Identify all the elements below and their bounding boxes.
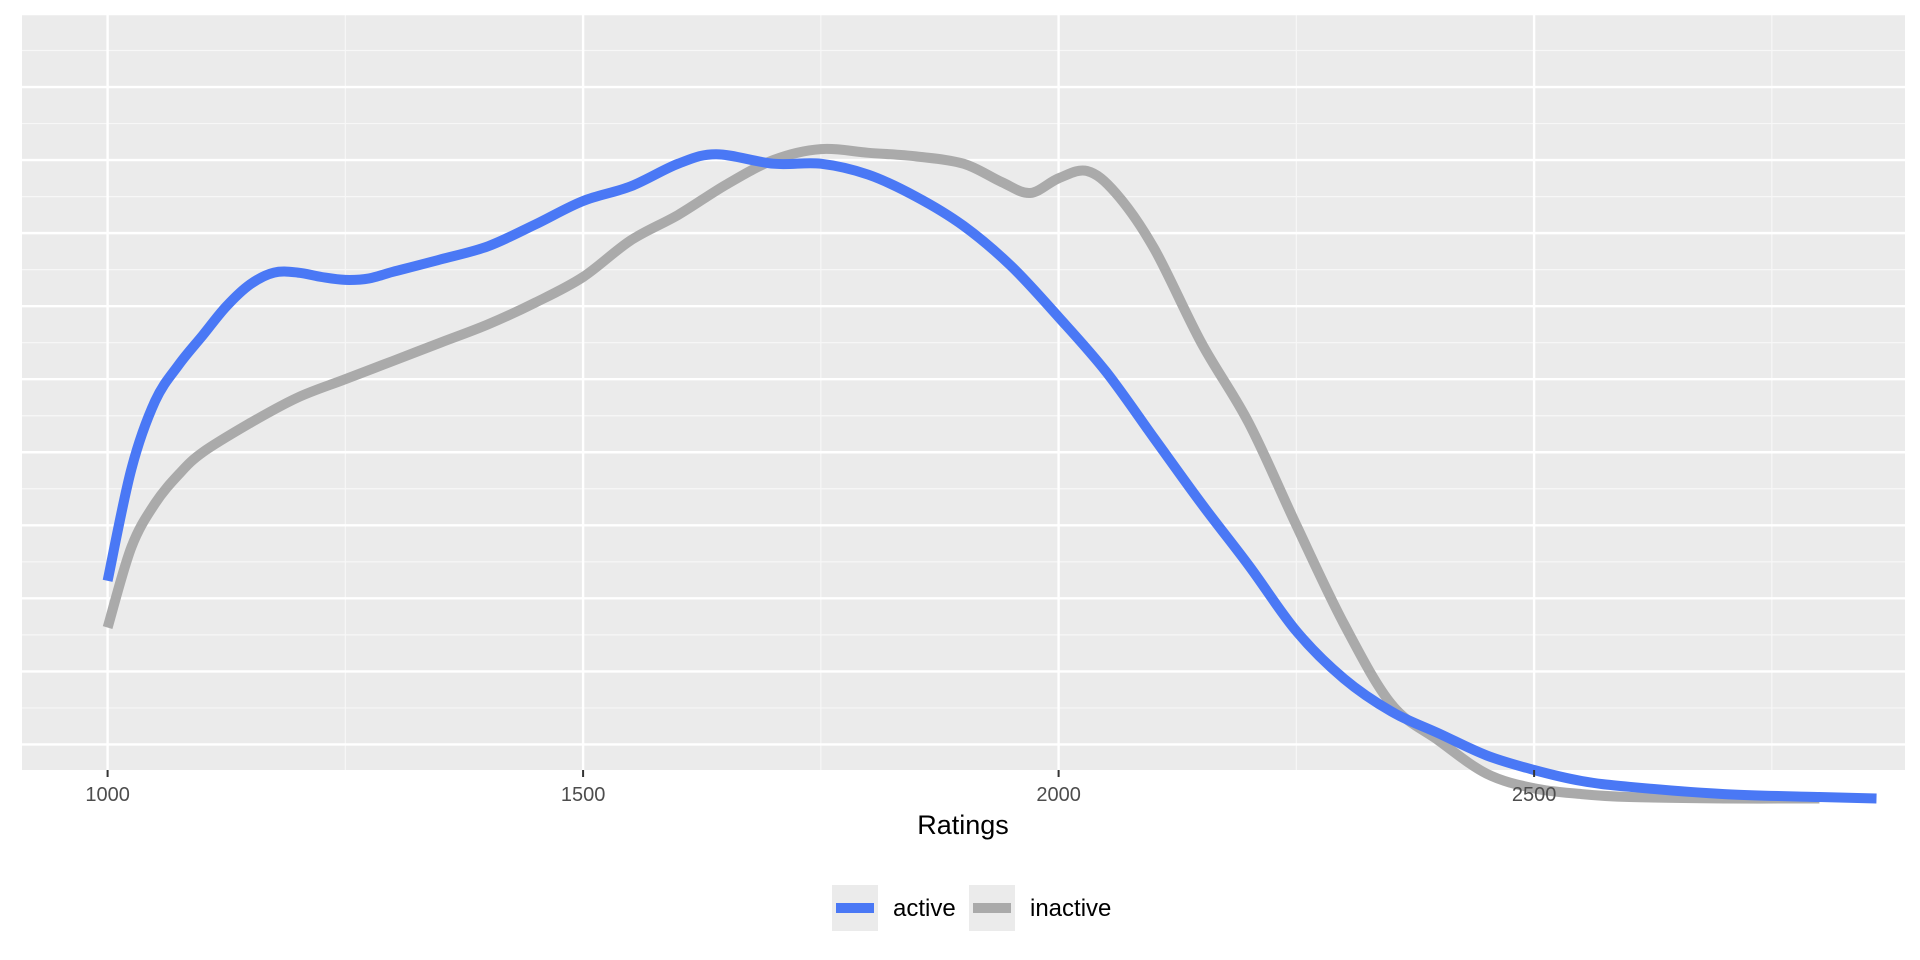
x-tick-label: 2500 [1512,784,1557,806]
x-axis-ticks [106,770,1536,777]
series-line-active [102,149,1877,804]
grid-minor [22,14,1905,770]
legend: active inactive [832,885,1111,931]
x-tick-label: 1000 [85,784,130,806]
series-lines [102,143,1877,804]
x-tick-label: 2000 [1036,784,1081,806]
legend-label-active: active [893,895,956,922]
panel-background [22,14,1905,770]
x-tick-label: 1500 [561,784,606,806]
x-axis-title: Ratings [917,810,1009,840]
x-axis-tick-labels: 1000 1500 2000 2500 [85,784,1556,806]
legend-label-inactive: inactive [1030,895,1111,922]
